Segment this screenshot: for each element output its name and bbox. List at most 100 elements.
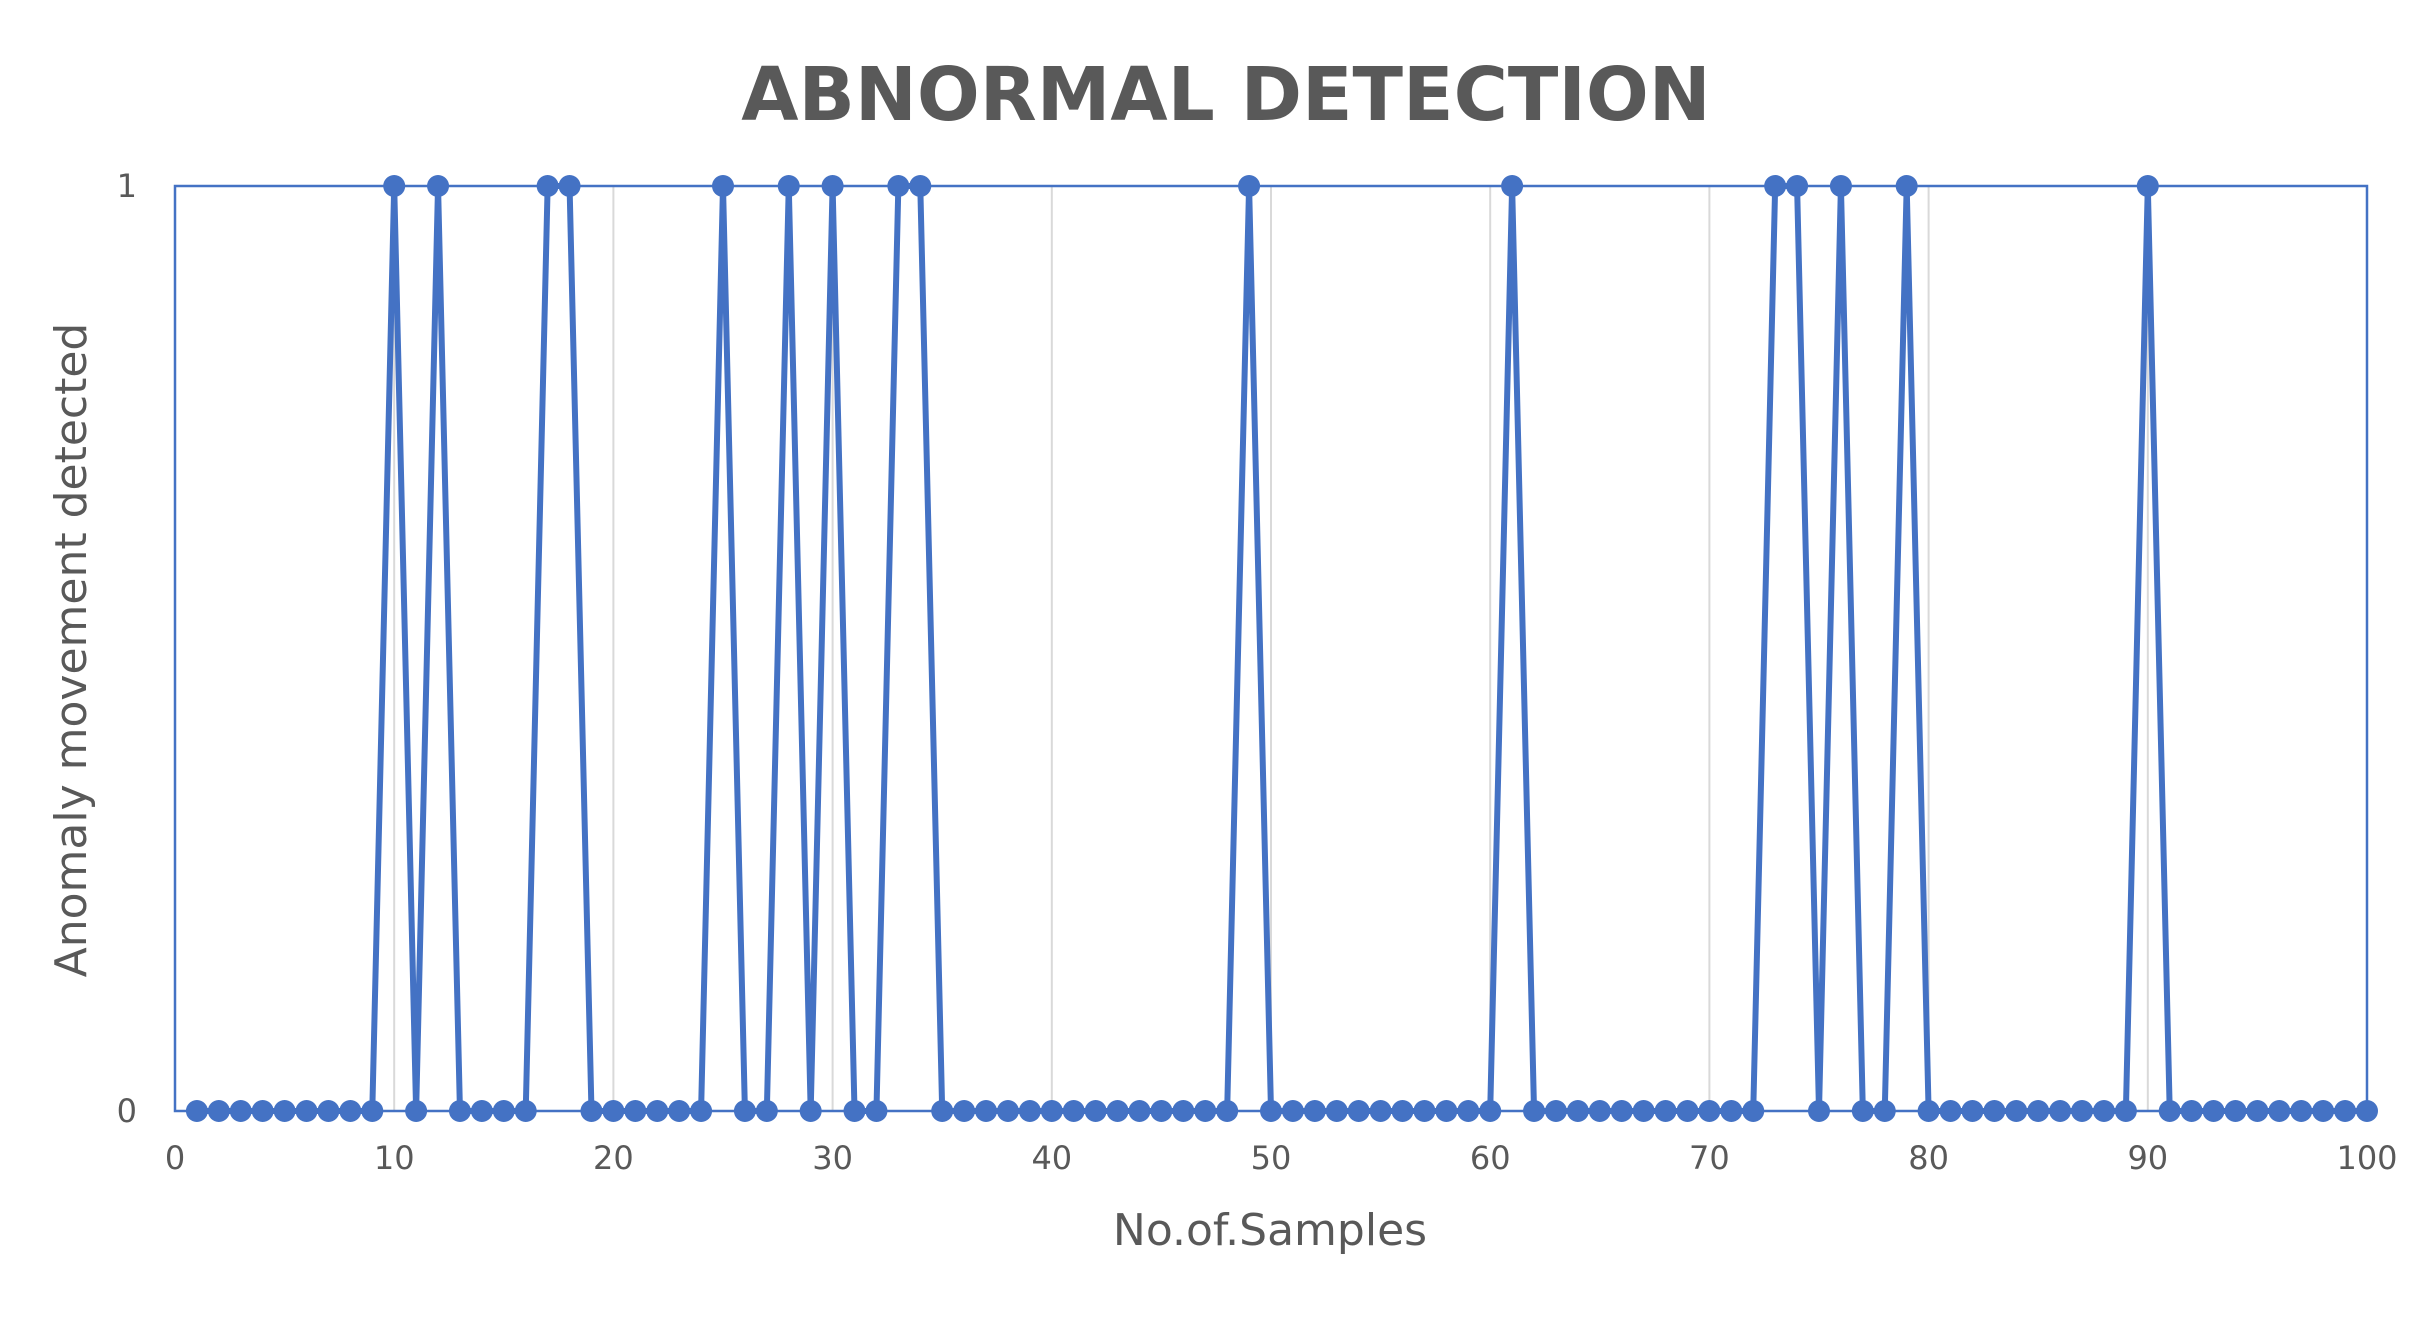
data-point [2005,1100,2028,1122]
data-point [1720,1100,1743,1122]
vertical-gridlines [393,186,2149,1111]
data-point [1435,1100,1458,1122]
data-point [1566,1100,1589,1122]
data-point [931,1100,954,1122]
x-axis-tick-labels: 0 10 20 30 40 50 60 70 80 90 100 [165,1139,2398,1177]
data-point [1764,175,1787,197]
data-point [1040,1100,1063,1122]
data-point [1062,1100,1085,1122]
data-point [1391,1100,1414,1122]
data-point [2246,1100,2269,1122]
data-point [1216,1100,1239,1122]
data-point [1260,1100,1282,1122]
data-point [755,1100,778,1122]
data-point [361,1100,384,1122]
data-point [317,1100,340,1122]
data-point [624,1100,647,1122]
data-point [1347,1100,1370,1122]
data-point [2049,1100,2072,1122]
series-layer [185,175,2378,1122]
x-tick-label: 10 [374,1139,415,1177]
data-point [821,175,844,197]
data-point [1632,1100,1655,1122]
data-point [2224,1100,2247,1122]
data-point [909,175,932,197]
x-tick-label: 50 [1251,1139,1292,1177]
y-axis-label: Anomaly movement detected [46,323,97,978]
data-point [865,1100,888,1122]
x-tick-label: 0 [165,1139,185,1177]
data-point [2114,1100,2137,1122]
data-point [1808,1100,1830,1122]
data-point [1369,1100,1392,1122]
data-point [1698,1100,1721,1122]
data-point [1479,1100,1502,1122]
data-point [712,175,734,197]
y-tick-label: 0 [117,1092,137,1130]
data-point [1654,1100,1677,1122]
data-point [996,1100,1019,1122]
data-point [2356,1100,2378,1122]
data-point [1829,175,1852,197]
x-tick-label: 100 [2336,1139,2397,1177]
data-point [1194,1100,1217,1122]
data-point [602,1100,625,1122]
data-point [405,1100,428,1122]
chart-title: ABNORMAL DETECTION [741,52,1710,138]
data-point [1961,1100,1984,1122]
data-point [690,1100,713,1122]
data-point [1281,1100,1304,1122]
data-point [799,1100,822,1122]
x-tick-label: 30 [812,1139,853,1177]
series-line-0 [196,183,2367,1114]
data-point [273,1100,296,1122]
data-point [1588,1100,1611,1122]
data-point [207,1100,230,1122]
data-point [1544,1100,1567,1122]
data-point [1939,1100,1962,1122]
data-point [1786,175,1809,197]
data-point [2334,1100,2357,1122]
data-point [1018,1100,1041,1122]
data-point [887,175,910,197]
data-point [2312,1100,2335,1122]
data-point [295,1100,318,1122]
data-point [1742,1100,1765,1122]
data-point [580,1100,603,1122]
data-point [1873,1100,1896,1122]
x-tick-label: 60 [1470,1139,1511,1177]
data-point [448,1100,471,1122]
data-point [1084,1100,1107,1122]
x-tick-label: 80 [1908,1139,1949,1177]
data-point [975,1100,998,1122]
data-point [1983,1100,2006,1122]
data-point [2136,175,2159,197]
data-point [1325,1100,1348,1122]
data-point [1523,1100,1546,1122]
data-point [1128,1100,1151,1122]
x-tick-label: 90 [2127,1139,2168,1177]
data-point [383,175,406,197]
x-axis-label: No.of.Samples [1113,1205,1427,1256]
data-point [1457,1100,1480,1122]
data-point [1851,1100,1874,1122]
x-tick-label: 70 [1689,1139,1730,1177]
data-point [2158,1100,2181,1122]
data-point [558,175,581,197]
data-point [1238,175,1261,197]
data-point [2092,1100,2115,1122]
data-point [470,1100,493,1122]
data-point [843,1100,866,1122]
data-point [1303,1100,1326,1122]
data-point [733,1100,756,1122]
data-point [185,1100,208,1122]
data-point [2202,1100,2225,1122]
data-point [2180,1100,2203,1122]
data-point [1610,1100,1633,1122]
data-point [2027,1100,2050,1122]
data-point [777,175,800,197]
data-point [646,1100,669,1122]
x-tick-label: 20 [593,1139,634,1177]
data-point [1150,1100,1173,1122]
